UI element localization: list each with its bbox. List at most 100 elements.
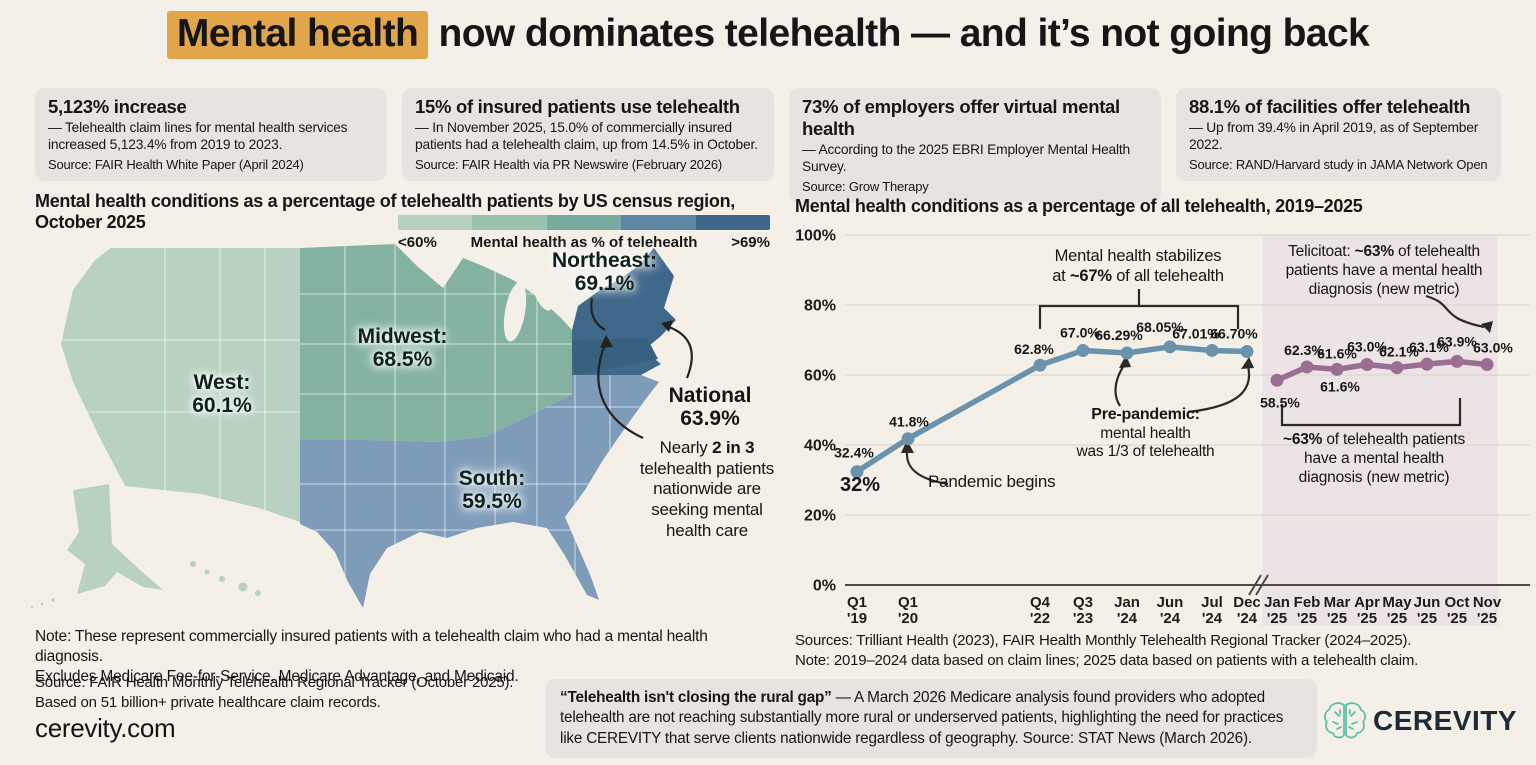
telehealth-line-chart: 0% 20% 40% 60% 80% 100% Q1'19 Q1'20 Q4'22 Q3'23 Ja…: [795, 228, 1530, 627]
stat-card-body: — Up from 39.4% in April 2019, as of Sep…: [1189, 120, 1479, 152]
cerevity-logo: CEREVITY: [1322, 700, 1517, 742]
svg-text:Apr'25: Apr '25: [1354, 594, 1380, 627]
map-legend-bar: [398, 215, 770, 230]
brand-name: CEREVITY: [1373, 705, 1518, 736]
svg-text:63.1%: 63.1%: [1409, 339, 1449, 355]
map-label-northeast: Northeast: 69.1%: [551, 249, 657, 295]
region-south: [300, 375, 659, 608]
us-census-region-map: [30, 244, 693, 609]
map-annotation-arrows: [590, 297, 693, 439]
stat-card-source: Source: FAIR Health via PR Newswire (Feb…: [415, 156, 722, 172]
two-in-three-arrowhead: [600, 335, 613, 348]
stat-card-heading: 5,123% increase: [48, 96, 187, 117]
svg-text:62.1%: 62.1%: [1379, 344, 1419, 360]
svg-text:Mar'25: Mar '25: [1324, 594, 1351, 627]
annotation-new-metric-top: Telicitoat: ~63% of telehealth patients …: [1285, 243, 1483, 298]
svg-text:40%: 40%: [804, 438, 836, 455]
svg-text:Q1'20: Q1'20: [898, 594, 918, 627]
legend-segment-5: [695, 215, 770, 230]
svg-text:63.0%: 63.0%: [1347, 339, 1387, 355]
map-label-national: National 63.9%: [668, 384, 752, 431]
stat-card-source: Source: Grow Therapy: [802, 178, 929, 194]
legend-center-label: Mental health as % of telehealth: [470, 234, 698, 251]
svg-text:Feb'25: Feb '25: [1294, 594, 1321, 627]
annotation-pre-pandemic: Pre-pandemic: mental health was 1/3 of t…: [1076, 406, 1215, 461]
map-arrowheads: [600, 320, 673, 348]
legend-max-label: >69%: [731, 234, 770, 251]
svg-text:68.05%: 68.05%: [1136, 319, 1184, 335]
region-pennsylvania: [572, 338, 658, 375]
stat-card-source: Source: FAIR Health White Paper (April 2…: [48, 156, 304, 172]
legend-segment-1: [398, 215, 473, 230]
region-alaska: [67, 484, 163, 594]
svg-text:63.0%: 63.0%: [1473, 340, 1513, 356]
map-label-midwest: Midwest: 68.5%: [357, 325, 448, 371]
svg-text:Jun'24: Jun '24: [1157, 594, 1184, 627]
map-label-south: South: 59.5%: [458, 467, 526, 513]
legend-segment-3: [546, 215, 622, 230]
svg-text:41.8%: 41.8%: [889, 414, 929, 430]
annotation-stabilizes: Mental health stabilizes at ~67% of all …: [1052, 247, 1224, 286]
title-rest: now dominates telehealth — and it’s not …: [428, 12, 1370, 55]
svg-text:63.9%: 63.9%: [1437, 333, 1477, 349]
national-arrowhead: [661, 320, 673, 332]
legend-segment-4: [621, 215, 696, 230]
stat-card-heading: 73% of employers offer virtual mental he…: [802, 96, 1120, 139]
legend-segment-2: [472, 215, 547, 230]
state-borders-west: [61, 248, 300, 522]
stat-card-heading: 15% of insured patients use telehealth: [415, 96, 740, 117]
quote-box: “Telehealth isn't closing the rural gap”…: [545, 679, 1317, 759]
northeast-pointer-line: [590, 297, 606, 331]
region-west: [61, 248, 300, 522]
chart-sources: Sources: Trilliant Health (2023), FAIR H…: [795, 632, 1419, 669]
svg-text:Q4'22: Q4'22: [1030, 594, 1051, 627]
map-title: Mental health conditions as a percentage…: [35, 191, 735, 232]
svg-text:66.29%: 66.29%: [1095, 327, 1143, 343]
national-arrow: [668, 325, 693, 379]
svg-text:Oct'25: Oct '25: [1444, 594, 1469, 627]
svg-text:67.0%: 67.0%: [1060, 325, 1100, 341]
svg-text:May'25: May '25: [1382, 594, 1412, 627]
brain-icon: [1324, 702, 1366, 739]
page-title: Mental health now dominates telehealth —…: [0, 11, 1536, 59]
stat-card-body: — Telehealth claim lines for mental heal…: [48, 120, 348, 152]
svg-text:20%: 20%: [804, 508, 836, 525]
chart-title: Mental health conditions as a percentage…: [795, 196, 1363, 216]
svg-text:32.4%: 32.4%: [834, 445, 874, 461]
svg-text:Jan'25: Jan '25: [1264, 594, 1290, 627]
svg-text:0%: 0%: [813, 578, 836, 595]
svg-text:62.3%: 62.3%: [1284, 342, 1324, 358]
annotation-first-point: 32%: [840, 474, 881, 496]
svg-text:Q3'23: Q3'23: [1073, 594, 1093, 627]
stat-card-insured: 15% of insured patients use telehealth —…: [402, 88, 774, 181]
stat-card-employers: 73% of employers offer virtual mental he…: [789, 88, 1161, 203]
svg-text:80%: 80%: [804, 298, 836, 315]
svg-text:100%: 100%: [795, 228, 836, 245]
two-in-three-arrow: [597, 341, 644, 439]
svg-text:61.6%: 61.6%: [1320, 378, 1360, 394]
svg-text:60%: 60%: [804, 368, 836, 385]
svg-text:62.8%: 62.8%: [1014, 341, 1054, 357]
svg-text:Jun'25: Jun '25: [1414, 594, 1441, 627]
stat-card-facilities: 88.1% of facilities offer telehealth — U…: [1176, 88, 1501, 181]
map-legend-labels: <60% Mental health as % of telehealth >6…: [398, 234, 770, 251]
map-callout-two-in-three: Nearly 2 in 3 telehealth patients nation…: [639, 438, 775, 540]
stat-card-body: — According to the 2025 EBRI Employer Me…: [802, 142, 1130, 174]
region-hawaii: [30, 561, 261, 609]
stat-card-increase: 5,123% increase — Telehealth claim lines…: [35, 88, 387, 181]
stat-card-heading: 88.1% of facilities offer telehealth: [1189, 96, 1471, 117]
svg-text:Jan'24: Jan '24: [1114, 594, 1140, 627]
website-link[interactable]: cerevity.com: [35, 713, 176, 743]
stat-card-body: — In November 2025, 15.0% of commerciall…: [415, 120, 758, 152]
great-lakes: [503, 277, 552, 342]
svg-text:66.70%: 66.70%: [1210, 326, 1258, 342]
map-note: Note: These represent commercially insur…: [35, 628, 708, 686]
legend-min-label: <60%: [398, 234, 437, 251]
annotation-pandemic-begins: Pandemic begins: [928, 472, 1056, 491]
stat-card-source: Source: RAND/Harvard study in JAMA Netwo…: [1189, 156, 1488, 172]
svg-text:67.01%: 67.01%: [1172, 325, 1220, 341]
svg-text:Dec'24: Dec '24: [1233, 594, 1261, 627]
svg-text:61.6%: 61.6%: [1317, 345, 1357, 361]
map-label-west: West: 60.1%: [192, 371, 252, 417]
